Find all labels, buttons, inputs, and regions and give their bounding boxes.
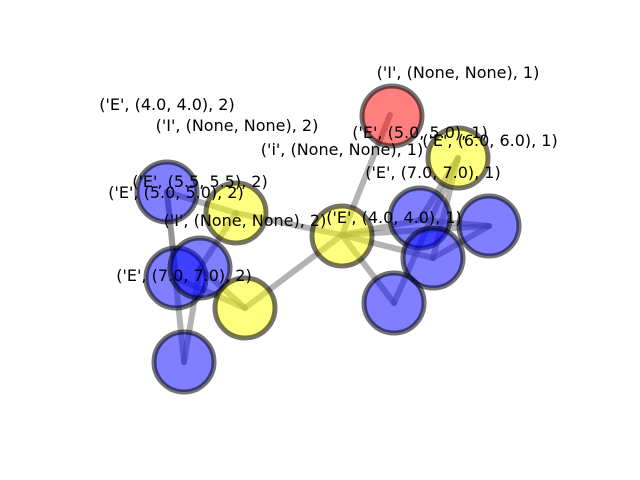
node-E: [167, 235, 233, 301]
node-label: ('I', (None, None), 2): [156, 116, 319, 135]
node-label: ('E', (7.0, 7.0), 2): [116, 266, 251, 285]
node-label: ('E', (5.0, 5.0), 2): [108, 183, 243, 202]
node-label: ('E', (5.0, 5.0), 1): [352, 123, 487, 142]
node-label: ('E', (5.5, 5.5), 2): [132, 172, 267, 191]
nodes: [134, 83, 522, 395]
node-label: ('I', (None, None), 1): [377, 63, 540, 82]
node-E: [151, 329, 217, 395]
node-E: [456, 193, 522, 259]
node-label: ('E', (7.0, 7.0), 1): [365, 163, 500, 182]
node-E: [361, 270, 427, 336]
node-label: ('i', (None, None), 1): [261, 140, 423, 159]
node-I: [309, 203, 375, 269]
node-label: ('E', (4.0, 4.0), 2): [99, 95, 234, 114]
node-E: [134, 159, 200, 225]
node-label: ('I', (None, None), 2): [164, 211, 327, 230]
node-I: [203, 180, 269, 246]
node-E: [400, 225, 466, 291]
node-label: ('E', (4.0, 4.0), 1): [326, 208, 461, 227]
node-root: [359, 83, 425, 149]
labels: ('I', (None, None), 1) ('E', (4.0, 4.0),…: [99, 63, 557, 285]
node-label: ('E', (6.0, 6.0), 1): [422, 131, 557, 150]
node-I: [425, 125, 491, 191]
node-I: [212, 275, 278, 341]
